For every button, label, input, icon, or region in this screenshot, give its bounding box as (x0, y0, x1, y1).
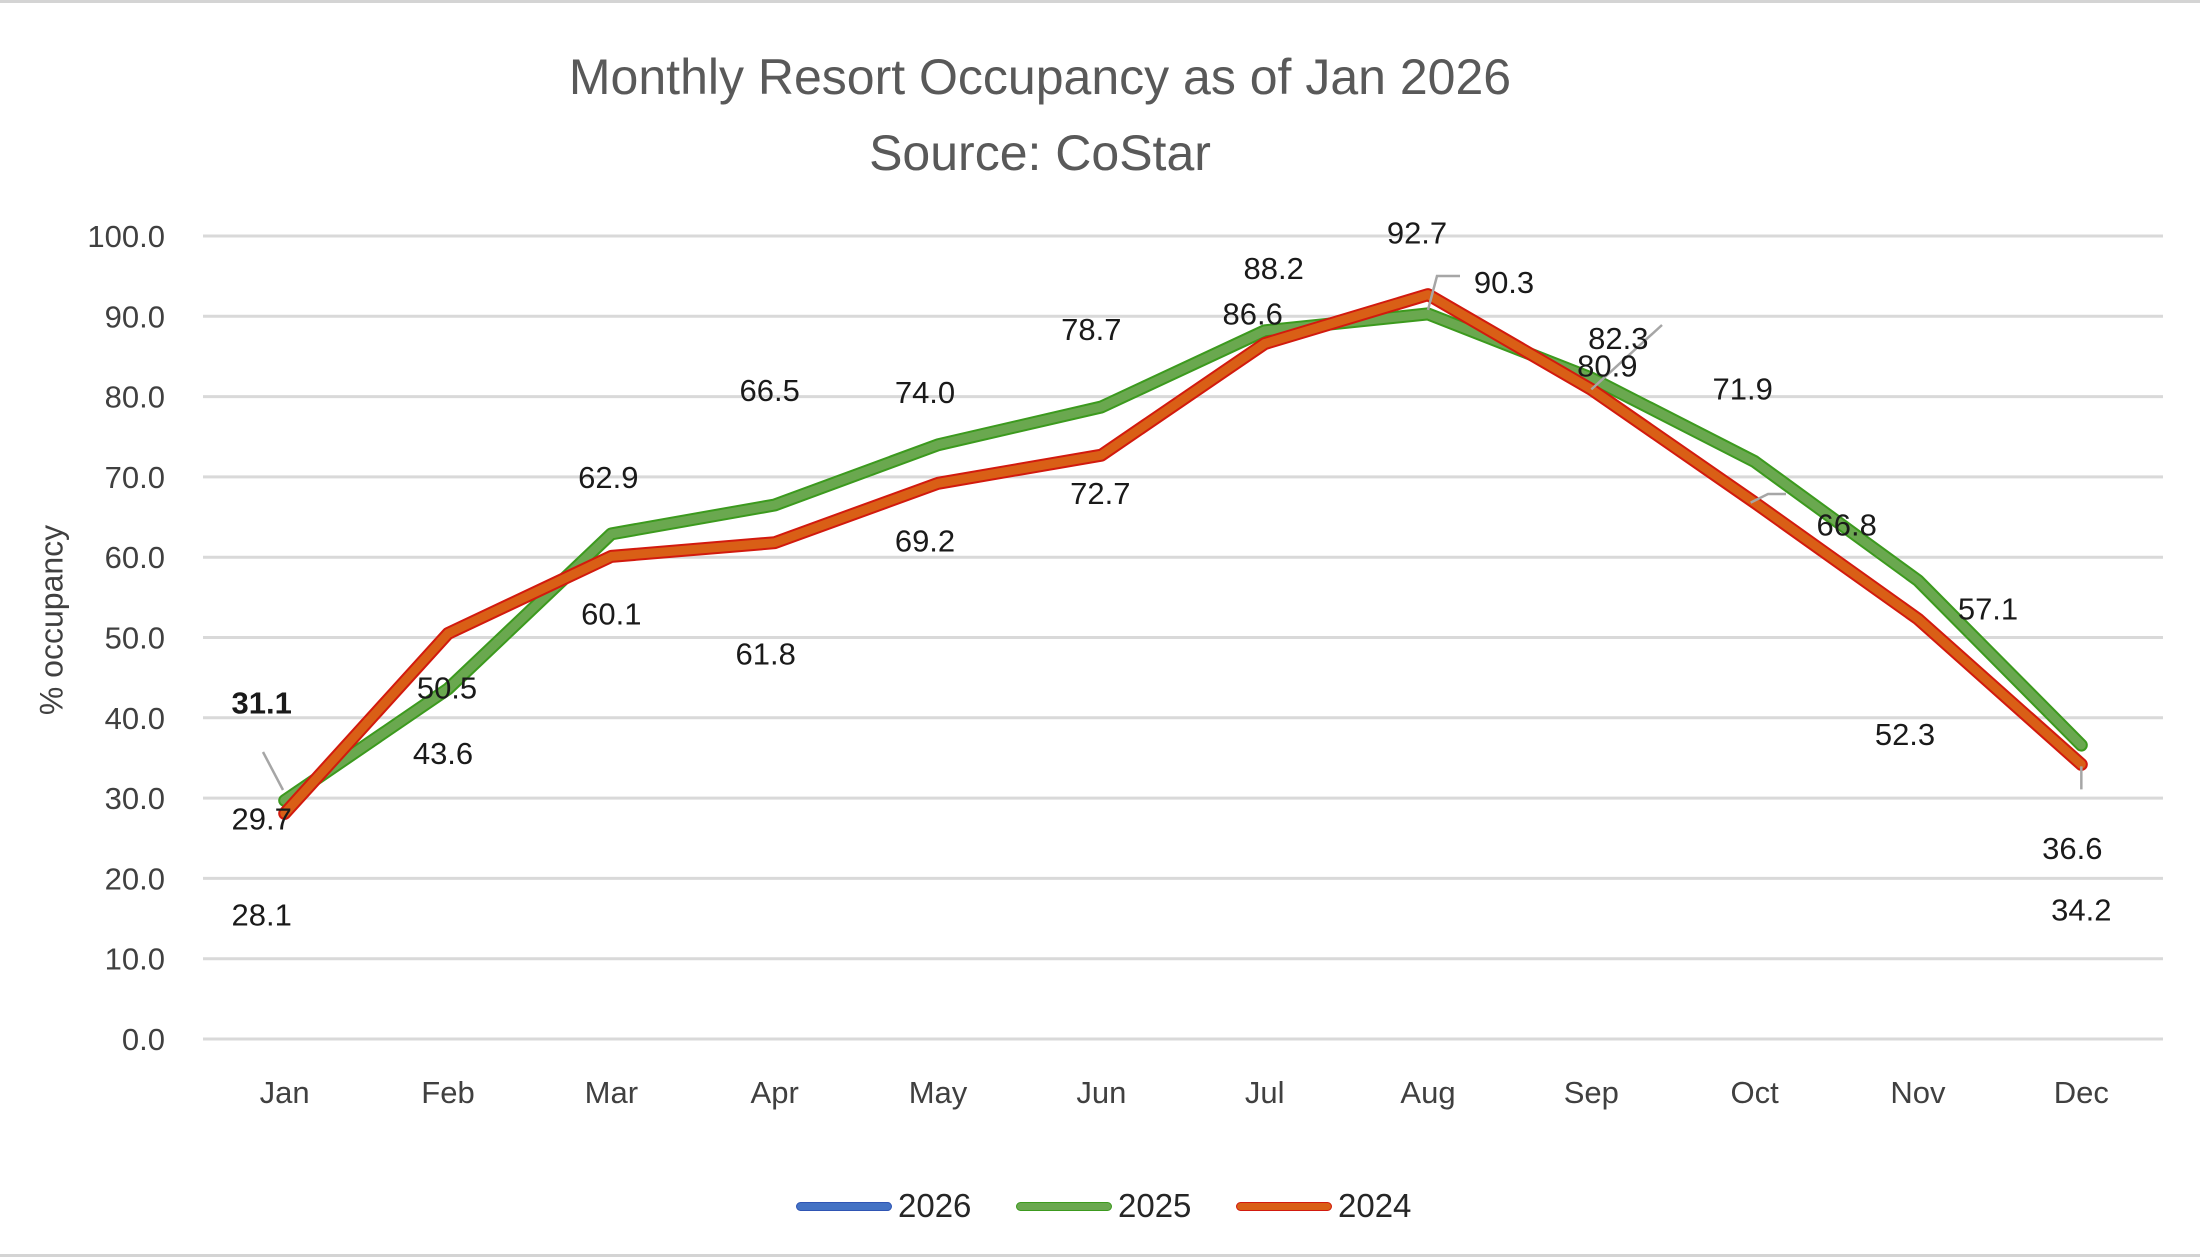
data-label-2025: 43.6 (413, 736, 473, 771)
data-label-2026: 31.1 (231, 685, 291, 720)
legend-swatch-2024 (1236, 1201, 1332, 1211)
data-label-2025: 71.9 (1712, 372, 1772, 407)
x-tick-label: Oct (1731, 1075, 1780, 1110)
legend-swatch-2026 (796, 1201, 892, 1211)
x-tick-label: Feb (421, 1075, 474, 1110)
y-tick-label: 50.0 (105, 621, 165, 656)
legend-item-2024[interactable]: 2024 (1236, 1186, 1411, 1226)
data-label-2024: 80.9 (1577, 348, 1637, 383)
x-tick-label: Sep (1564, 1075, 1619, 1110)
data-label-2024: 34.2 (2051, 892, 2111, 927)
y-tick-label: 30.0 (105, 781, 165, 816)
data-label-2024: 66.8 (1816, 508, 1876, 543)
y-tick-label: 20.0 (105, 861, 165, 896)
data-label-2025: 82.3 (1588, 321, 1648, 356)
leader-line (1426, 274, 1460, 311)
data-label-2025: 62.9 (578, 460, 638, 495)
data-label-2024: 69.2 (895, 523, 955, 558)
x-tick-label: Jul (1245, 1075, 1285, 1110)
legend-label-2024: 2024 (1338, 1187, 1412, 1224)
leader-line (1750, 492, 1786, 504)
data-label-2024: 72.7 (1070, 476, 1130, 511)
data-label-2024: 50.5 (417, 670, 477, 705)
data-label-2025: 90.3 (1474, 265, 1534, 300)
legend-item-2025[interactable]: 2025 (1016, 1186, 1191, 1226)
data-label-2024: 86.6 (1222, 297, 1282, 332)
leader-line (261, 751, 285, 791)
data-label-2025: 88.2 (1243, 251, 1303, 286)
series-line-2024[interactable] (280, 290, 2086, 818)
y-tick-label: 100.0 (87, 219, 165, 254)
x-tick-label: Dec (2054, 1075, 2109, 1110)
data-label-2025: 66.5 (739, 373, 799, 408)
chart-title: Monthly Resort Occupancy as of Jan 2026 (568, 49, 1512, 105)
data-label-2025: 57.1 (1958, 591, 2018, 626)
data-label-2024: 92.7 (1387, 216, 1447, 251)
y-tick-label: 40.0 (105, 701, 165, 736)
y-tick-label: 0.0 (122, 1022, 165, 1057)
leader-line (1590, 324, 1663, 391)
data-label-2025: 36.6 (2042, 831, 2102, 866)
data-label-2024: 61.8 (735, 637, 795, 672)
data-label-2024: 52.3 (1875, 717, 1935, 752)
data-label-2025: 74.0 (895, 375, 955, 410)
y-tick-label: 80.0 (105, 380, 165, 415)
y-tick-label: 60.0 (105, 540, 165, 575)
data-label-2024: 60.1 (581, 596, 641, 631)
x-tick-label: May (909, 1075, 968, 1110)
legend-item-2026[interactable]: 2026 (796, 1186, 971, 1226)
y-tick-label: 70.0 (105, 460, 165, 495)
legend: 2026 2025 2024 (0, 1186, 2200, 1226)
data-label-2025: 78.7 (1061, 312, 1121, 347)
chart-subtitle: Source: CoStar (869, 125, 1211, 181)
x-tick-label: Nov (1890, 1075, 1946, 1110)
y-tick-label: 90.0 (105, 299, 165, 334)
data-label-2025: 29.7 (231, 802, 291, 837)
legend-label-2026: 2026 (898, 1187, 972, 1224)
x-tick-label: Jan (260, 1075, 310, 1110)
x-tick-label: Jun (1076, 1075, 1126, 1110)
legend-swatch-2025 (1016, 1201, 1112, 1211)
x-tick-label: Apr (751, 1075, 799, 1110)
legend-label-2025: 2025 (1118, 1187, 1192, 1224)
x-tick-label: Mar (585, 1075, 638, 1110)
y-tick-label: 10.0 (105, 942, 165, 977)
series-line-2025[interactable] (280, 309, 2086, 805)
data-label-2024: 28.1 (231, 897, 291, 932)
x-tick-label: Aug (1400, 1075, 1455, 1110)
